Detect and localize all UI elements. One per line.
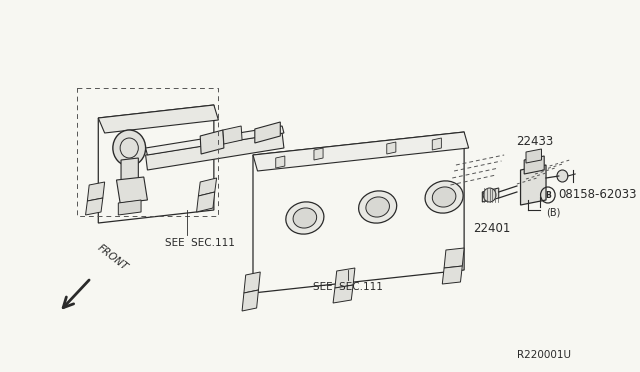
Polygon shape (253, 132, 468, 171)
Ellipse shape (366, 197, 390, 217)
Polygon shape (121, 158, 138, 182)
Polygon shape (196, 192, 215, 212)
Polygon shape (432, 138, 442, 150)
Polygon shape (242, 290, 259, 311)
Text: R220001U: R220001U (517, 350, 572, 360)
Ellipse shape (358, 191, 397, 223)
Ellipse shape (293, 208, 317, 228)
Polygon shape (483, 188, 499, 202)
Ellipse shape (425, 181, 463, 213)
Polygon shape (118, 200, 141, 215)
Circle shape (113, 130, 146, 166)
Polygon shape (146, 133, 284, 170)
Text: SEE  SEC.111: SEE SEC.111 (313, 282, 383, 292)
Text: FRONT: FRONT (95, 242, 130, 272)
Circle shape (557, 170, 568, 182)
Polygon shape (387, 142, 396, 154)
Text: 22433: 22433 (516, 135, 554, 148)
Polygon shape (223, 126, 242, 144)
Polygon shape (442, 266, 462, 284)
Polygon shape (314, 148, 323, 160)
Polygon shape (255, 122, 280, 143)
Polygon shape (524, 156, 544, 174)
Polygon shape (276, 156, 285, 168)
Polygon shape (99, 105, 218, 133)
Polygon shape (146, 126, 284, 155)
Text: (B): (B) (546, 207, 561, 217)
Polygon shape (200, 130, 224, 154)
Text: B: B (545, 190, 550, 199)
Polygon shape (198, 178, 216, 196)
Polygon shape (86, 198, 103, 215)
Polygon shape (333, 285, 353, 303)
Polygon shape (526, 149, 541, 163)
Text: 22401: 22401 (473, 222, 510, 235)
Polygon shape (244, 272, 260, 293)
Polygon shape (335, 268, 355, 288)
Polygon shape (520, 165, 546, 205)
Text: SEE  SEC.111: SEE SEC.111 (165, 238, 235, 248)
Polygon shape (444, 248, 464, 268)
Polygon shape (116, 177, 147, 203)
Ellipse shape (286, 202, 324, 234)
Text: 08158-62033: 08158-62033 (558, 187, 636, 201)
Ellipse shape (432, 187, 456, 207)
Circle shape (483, 188, 496, 202)
Polygon shape (88, 182, 105, 201)
